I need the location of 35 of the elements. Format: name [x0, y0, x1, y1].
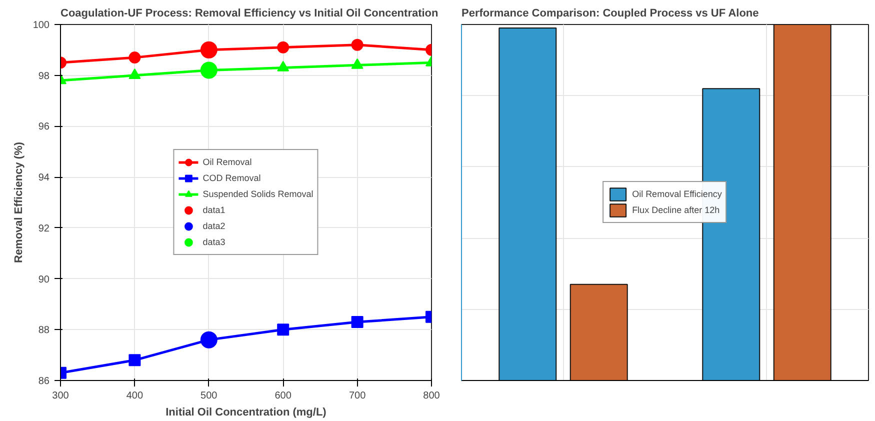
bar: [570, 284, 628, 380]
legend-label: Oil Removal Efficiency: [632, 188, 722, 201]
y-tick-label: 96: [38, 122, 50, 133]
x-tick-label: 800: [423, 390, 440, 402]
y-tick-label: 92: [38, 223, 50, 234]
legend-label: Flux Decline after 12h: [632, 204, 720, 217]
y-tick-label: 98: [38, 70, 50, 82]
y-tick-label: 90: [38, 274, 50, 286]
point: [277, 60, 290, 72]
y-tick-label: 86: [38, 376, 50, 387]
bar: [498, 28, 557, 380]
legend-label: data1: [202, 204, 226, 217]
x-tick-label: 300: [52, 390, 70, 402]
y-tick-label: 88: [38, 325, 50, 336]
y-tick-label: 94: [38, 172, 50, 184]
point: [277, 41, 290, 54]
chart-title: Performance Comparison: Coupled Process vs UF Alone: [462, 8, 759, 20]
x-tick-label: 500: [200, 390, 218, 402]
y-axis-title: Removal Efficiency (%): [12, 142, 25, 264]
legend-label: data2: [202, 220, 226, 233]
chart-title: Coagulation-UF Process: Removal Efficiency vs Initial Oil Concentration: [60, 8, 439, 20]
legend-label: COD Removal: [202, 172, 261, 185]
legend-label: Suspended Solids Removal: [202, 188, 314, 201]
point: [277, 324, 290, 336]
x-tick-label: 600: [274, 390, 292, 402]
x-axis-title: Initial Oil Concentration (mg/L): [166, 406, 327, 418]
x-tick-label: 400: [126, 390, 144, 402]
y-tick-label: 100: [32, 20, 50, 31]
point: [200, 62, 218, 79]
point: [200, 331, 218, 348]
bar: [773, 24, 832, 380]
legend-label: data3: [202, 236, 226, 249]
legend-label: Oil Removal: [202, 156, 252, 169]
x-tick-label: 700: [348, 390, 366, 402]
point: [200, 41, 218, 58]
